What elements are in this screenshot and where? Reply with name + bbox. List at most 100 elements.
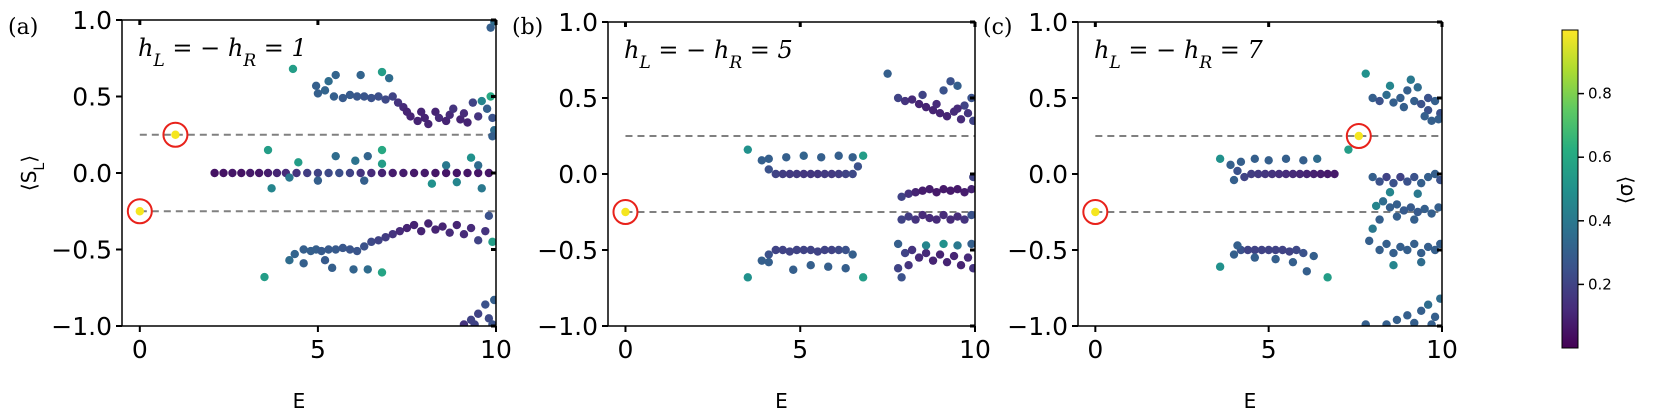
scatter-point (1281, 169, 1291, 179)
scatter-point (1313, 154, 1322, 163)
scatter-point (254, 168, 264, 178)
scatter-point (967, 239, 975, 249)
scatter-point (402, 223, 412, 233)
scatter-point (1396, 93, 1405, 103)
scatter-point (928, 105, 938, 115)
x-axis-label: E (775, 389, 788, 413)
scatter-point (743, 273, 753, 282)
scatter-point (356, 70, 365, 80)
scatter-point (473, 112, 483, 121)
scatter-point (434, 113, 444, 123)
x-tick-label: 5 (792, 335, 808, 364)
scatter-point (918, 210, 927, 220)
scatter-point (374, 236, 383, 245)
scatter-point (219, 168, 228, 178)
scatter-points (743, 69, 975, 282)
scatter-point (799, 245, 808, 255)
scatter-point (267, 184, 276, 193)
scatter-point (918, 90, 927, 100)
y-tick-label: 0.5 (558, 84, 598, 113)
y-tick-label: −0.5 (1007, 236, 1068, 265)
scatter-point (1264, 156, 1273, 165)
x-axis-label: E (1244, 389, 1257, 413)
scatter-point (237, 168, 246, 178)
colorbar-tick-label: 0.6 (1588, 148, 1612, 166)
scatter-point (858, 151, 868, 160)
scatter-point (1288, 257, 1298, 267)
scatter-point (897, 215, 906, 224)
scatter-point (1382, 320, 1391, 326)
scatter-point (294, 158, 303, 167)
scatter-point (1417, 257, 1426, 267)
scatter-point (921, 102, 931, 112)
scatter-point (1215, 154, 1225, 163)
scatter-point (771, 245, 780, 255)
scatter-point (1365, 236, 1374, 246)
scatter-point (956, 115, 966, 124)
x-axis-label: E (293, 389, 306, 413)
scatter-point (1396, 242, 1405, 252)
scatter-point (900, 96, 910, 106)
scatter-point (417, 226, 426, 236)
scatter-point (1417, 248, 1426, 258)
x-tick-label: 0 (618, 335, 634, 364)
scatter-point (427, 179, 437, 188)
scatter-point (246, 168, 255, 178)
scatter-point (420, 168, 429, 178)
scatter-point (757, 156, 766, 165)
colorbar: 0.2 0.4 0.6 0.8 ⟨σ⟩ (1561, 29, 1637, 349)
scatter-point (417, 107, 426, 117)
scatter-point (1281, 154, 1291, 163)
scatter-point (1375, 96, 1384, 106)
scatter-point (1413, 83, 1422, 92)
x-tick-label: 0 (1087, 335, 1103, 364)
colorbar-gradient (1561, 29, 1579, 349)
scatter-point (963, 109, 973, 118)
y-tick-label: 0.0 (1028, 160, 1068, 189)
scatter-point (848, 169, 857, 179)
scatter-point (782, 153, 791, 162)
scatter-point (1285, 247, 1294, 256)
scatter-point (764, 154, 773, 163)
panel-annotation: hL = − hR = 1 (138, 34, 307, 71)
scatter-point (456, 115, 465, 124)
scatter-point (969, 116, 975, 125)
panel-label: (b) (512, 15, 543, 40)
scatter-point (1215, 262, 1225, 271)
scatter-point (820, 245, 829, 255)
scatter-point (473, 236, 483, 245)
scatter-point (363, 151, 372, 161)
scatter-point (1410, 239, 1419, 249)
highlight-ring (1345, 123, 1372, 149)
scatter-point (1375, 177, 1384, 186)
scatter-point (384, 73, 394, 83)
scatter-point (1250, 253, 1260, 262)
scatter-point (789, 265, 798, 274)
scatter-point (1309, 169, 1318, 179)
scatter-point (486, 92, 495, 101)
scatter-point (1392, 315, 1402, 325)
scatter-point (335, 168, 344, 178)
scatter-point (893, 93, 903, 103)
scatter-point (1288, 169, 1298, 179)
scatter-point (1375, 215, 1384, 224)
panel-c: 0 5 10 −1.0 −0.5 0.0 0.5 1.0 E (c) hL = − hR = 7 (983, 8, 1458, 413)
scatter-point (1330, 169, 1339, 179)
scatter-point (1410, 172, 1419, 182)
scatter-point (841, 264, 850, 273)
scatter-point (1385, 188, 1395, 197)
scatter-point (1434, 203, 1442, 212)
scatter-point (352, 92, 362, 101)
scatter-point (1403, 177, 1412, 186)
scatter-point (960, 215, 969, 224)
scatter-point (463, 118, 472, 127)
scatter-point (377, 268, 387, 277)
scatter-point (932, 188, 941, 197)
scatter-point (345, 90, 355, 100)
scatter-point (883, 69, 892, 78)
scatter-point (1434, 115, 1442, 124)
scatter-point (470, 320, 479, 326)
scatter-point (406, 112, 415, 121)
scatter-point (1406, 75, 1416, 84)
scatter-point (438, 222, 447, 231)
